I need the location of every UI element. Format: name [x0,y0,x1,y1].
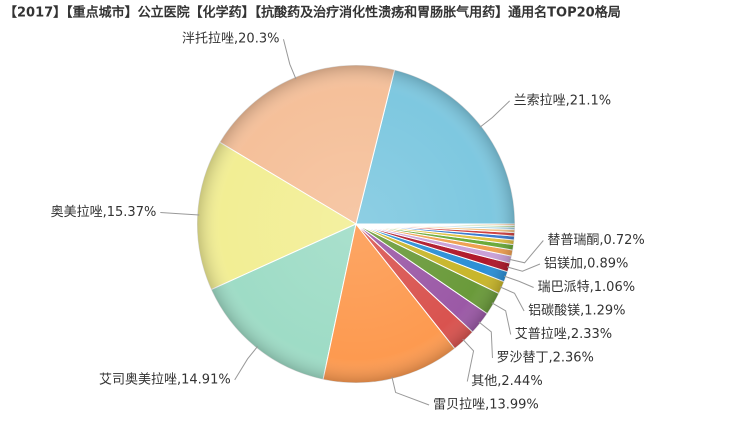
leader-line [282,39,297,80]
pie [196,64,516,384]
leader-line [499,286,525,312]
labels: 兰索拉唑,21.1% 泮托拉唑,20.3% 奥美拉唑,15.37% 艾司奥美拉唑,14… [51,31,645,413]
slice-label: 兰索拉唑,21.1% [514,92,611,108]
chart-title: 【2017】【重点城市】公立医院【化学药】【抗酸药及治疗消化性溃疡和胃肠胀气用药… [4,5,621,21]
leader-line [160,212,200,216]
slice-label: 其他,2.44% [471,374,542,389]
slice-label: 替普瑞酮,0.72% [547,233,644,248]
slice-label: 奥美拉唑,15.37% [51,204,157,220]
slice-label: 艾司奥美拉唑,14.91% [99,371,231,387]
slice-label: 罗沙替丁,2.36% [496,351,593,366]
leader-line [508,240,544,264]
leader-line [234,346,259,381]
slice-label: 铝碳酸镁,1.29% [528,304,625,319]
leader-line [479,100,510,128]
leader-line [491,302,512,335]
slice-label: 铝镁加,0.89% [544,257,628,272]
slice-label: 瑞巴派特,1.06% [538,280,635,295]
leader-line [391,376,430,406]
leader-line [506,263,541,272]
leader-line [462,338,475,382]
slice-label: 雷贝拉唑,13.99% [433,397,539,413]
leader-line [503,275,534,288]
slice-label: 泮托拉唑,20.3% [182,31,279,47]
slice-label: 艾普拉唑,2.33% [515,326,612,342]
leader-line [478,321,493,359]
